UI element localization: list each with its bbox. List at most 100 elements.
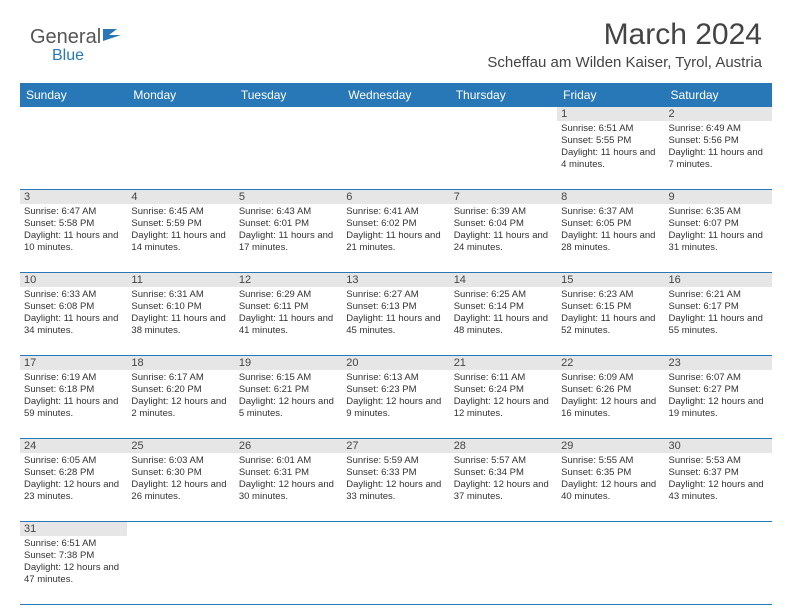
daylight-text: Daylight: 12 hours and 40 minutes. [561,479,660,503]
calendar-week: Sunrise: 6:47 AMSunset: 5:58 PMDaylight:… [20,204,772,273]
daylight-text: Daylight: 11 hours and 38 minutes. [131,313,230,337]
daylight-text: Daylight: 11 hours and 28 minutes. [561,230,660,254]
day-number [235,522,342,536]
sunset-text: Sunset: 6:28 PM [24,467,123,479]
daylight-text: Daylight: 11 hours and 31 minutes. [669,230,768,254]
calendar-week: Sunrise: 6:33 AMSunset: 6:08 PMDaylight:… [20,287,772,356]
weekday-header: Wednesday [342,83,449,107]
sunset-text: Sunset: 6:24 PM [454,384,553,396]
header: General March 2024 Scheffau am Wilden Ka… [0,0,792,77]
sunset-text: Sunset: 6:27 PM [669,384,768,396]
day-number: 20 [342,356,449,370]
day-number: 3 [20,190,127,204]
calendar-day: Sunrise: 6:17 AMSunset: 6:20 PMDaylight:… [127,370,234,438]
calendar-week: Sunrise: 6:51 AMSunset: 7:38 PMDaylight:… [20,536,772,605]
sunrise-text: Sunrise: 6:09 AM [561,372,660,384]
day-number [450,522,557,536]
daylight-text: Daylight: 12 hours and 16 minutes. [561,396,660,420]
sunset-text: Sunset: 5:56 PM [669,135,768,147]
sunset-text: Sunset: 6:34 PM [454,467,553,479]
daylight-text: Daylight: 11 hours and 59 minutes. [24,396,123,420]
daylight-text: Daylight: 11 hours and 34 minutes. [24,313,123,337]
sunset-text: Sunset: 6:21 PM [239,384,338,396]
weekday-header: Monday [127,83,234,107]
weekday-header-row: SundayMondayTuesdayWednesdayThursdayFrid… [20,83,772,107]
day-number-row: 17181920212223 [20,356,772,370]
calendar-week: Sunrise: 6:05 AMSunset: 6:28 PMDaylight:… [20,453,772,522]
sunset-text: Sunset: 6:26 PM [561,384,660,396]
calendar-day: Sunrise: 6:51 AMSunset: 7:38 PMDaylight:… [20,536,127,604]
day-number [342,107,449,121]
daylight-text: Daylight: 12 hours and 23 minutes. [24,479,123,503]
sunrise-text: Sunrise: 6:51 AM [24,538,123,550]
daylight-text: Daylight: 11 hours and 10 minutes. [24,230,123,254]
day-number: 12 [235,273,342,287]
sunrise-text: Sunrise: 6:11 AM [454,372,553,384]
sunrise-text: Sunrise: 6:39 AM [454,206,553,218]
calendar-day: Sunrise: 6:33 AMSunset: 6:08 PMDaylight:… [20,287,127,355]
sunset-text: Sunset: 5:55 PM [561,135,660,147]
calendar-day: Sunrise: 6:09 AMSunset: 6:26 PMDaylight:… [557,370,664,438]
calendar-day: Sunrise: 6:37 AMSunset: 6:05 PMDaylight:… [557,204,664,272]
calendar: SundayMondayTuesdayWednesdayThursdayFrid… [20,83,772,605]
daylight-text: Daylight: 11 hours and 4 minutes. [561,147,660,171]
sunrise-text: Sunrise: 5:53 AM [669,455,768,467]
sunset-text: Sunset: 5:58 PM [24,218,123,230]
day-number-row: 12 [20,107,772,121]
sunset-text: Sunset: 6:35 PM [561,467,660,479]
sunset-text: Sunset: 6:15 PM [561,301,660,313]
day-number: 30 [665,439,772,453]
sunset-text: Sunset: 6:01 PM [239,218,338,230]
calendar-day-empty [450,536,557,604]
day-number: 7 [450,190,557,204]
day-number: 13 [342,273,449,287]
daylight-text: Daylight: 12 hours and 30 minutes. [239,479,338,503]
weekday-header: Thursday [450,83,557,107]
day-number [665,522,772,536]
day-number: 23 [665,356,772,370]
calendar-day: Sunrise: 6:03 AMSunset: 6:30 PMDaylight:… [127,453,234,521]
calendar-day: Sunrise: 6:21 AMSunset: 6:17 PMDaylight:… [665,287,772,355]
day-number: 27 [342,439,449,453]
calendar-day: Sunrise: 6:11 AMSunset: 6:24 PMDaylight:… [450,370,557,438]
logo-text-general: General [30,26,101,49]
sunrise-text: Sunrise: 6:05 AM [24,455,123,467]
calendar-day-empty [20,121,127,189]
daylight-text: Daylight: 12 hours and 43 minutes. [669,479,768,503]
day-number: 8 [557,190,664,204]
daylight-text: Daylight: 12 hours and 2 minutes. [131,396,230,420]
sunrise-text: Sunrise: 5:59 AM [346,455,445,467]
day-number-row: 24252627282930 [20,439,772,453]
calendar-day-empty [127,536,234,604]
daylight-text: Daylight: 11 hours and 48 minutes. [454,313,553,337]
daylight-text: Daylight: 12 hours and 5 minutes. [239,396,338,420]
sunset-text: Sunset: 6:05 PM [561,218,660,230]
sunrise-text: Sunrise: 6:07 AM [669,372,768,384]
day-number: 11 [127,273,234,287]
calendar-day: Sunrise: 5:53 AMSunset: 6:37 PMDaylight:… [665,453,772,521]
day-number [450,107,557,121]
sunrise-text: Sunrise: 6:27 AM [346,289,445,301]
sunrise-text: Sunrise: 6:25 AM [454,289,553,301]
day-number: 15 [557,273,664,287]
day-number [20,107,127,121]
weekday-header: Friday [557,83,664,107]
calendar-day: Sunrise: 6:35 AMSunset: 6:07 PMDaylight:… [665,204,772,272]
calendar-day-empty [342,536,449,604]
calendar-day-empty [557,536,664,604]
calendar-day: Sunrise: 6:05 AMSunset: 6:28 PMDaylight:… [20,453,127,521]
sunrise-text: Sunrise: 6:29 AM [239,289,338,301]
sunset-text: Sunset: 6:14 PM [454,301,553,313]
calendar-day: Sunrise: 6:25 AMSunset: 6:14 PMDaylight:… [450,287,557,355]
daylight-text: Daylight: 11 hours and 52 minutes. [561,313,660,337]
sunset-text: Sunset: 6:33 PM [346,467,445,479]
calendar-day: Sunrise: 6:01 AMSunset: 6:31 PMDaylight:… [235,453,342,521]
day-number: 10 [20,273,127,287]
calendar-day-empty [450,121,557,189]
day-number-row: 10111213141516 [20,273,772,287]
daylight-text: Daylight: 11 hours and 14 minutes. [131,230,230,254]
calendar-day-empty [235,121,342,189]
sunrise-text: Sunrise: 6:17 AM [131,372,230,384]
sunset-text: Sunset: 6:08 PM [24,301,123,313]
flag-icon [103,26,125,49]
